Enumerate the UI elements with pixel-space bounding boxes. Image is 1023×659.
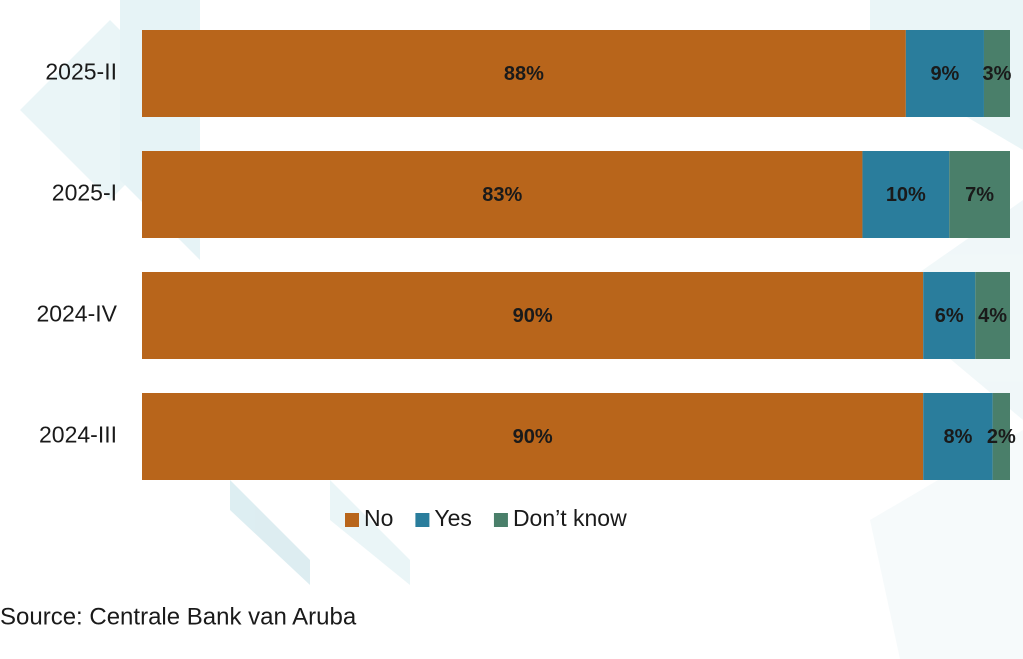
bar-segment bbox=[862, 151, 950, 238]
legend-label: No bbox=[364, 505, 393, 531]
data-label: 88% bbox=[504, 63, 544, 85]
bar-segment bbox=[905, 30, 984, 117]
bar-segment bbox=[142, 272, 924, 359]
legend-label: Don’t know bbox=[513, 505, 627, 531]
data-label: 4% bbox=[978, 305, 1007, 327]
bar-segment bbox=[983, 30, 1010, 117]
data-label: 7% bbox=[965, 184, 994, 206]
data-label: 10% bbox=[886, 184, 926, 206]
source-note: Source: Centrale Bank van Aruba bbox=[0, 603, 357, 630]
y-tick-label: 2025-I bbox=[52, 180, 117, 206]
data-label: 90% bbox=[513, 426, 553, 448]
y-tick-label: 2025-II bbox=[45, 59, 117, 85]
bar-segment bbox=[142, 393, 924, 480]
legend-swatch bbox=[415, 513, 430, 527]
data-label: 3% bbox=[983, 63, 1012, 85]
y-tick-label: 2024-IV bbox=[36, 301, 117, 327]
data-label: 2% bbox=[987, 426, 1016, 448]
legend-swatch bbox=[345, 513, 359, 527]
bar-segment bbox=[923, 393, 993, 480]
bar-segment bbox=[142, 151, 863, 238]
bar-segment bbox=[923, 272, 976, 359]
data-label: 6% bbox=[935, 305, 964, 327]
y-tick-label: 2024-III bbox=[39, 422, 117, 448]
data-label: 83% bbox=[482, 184, 522, 206]
legend-label: Yes bbox=[434, 505, 472, 531]
data-label: 8% bbox=[943, 426, 972, 448]
bar-segment bbox=[992, 393, 1010, 480]
legend-swatch bbox=[493, 513, 508, 527]
bar-segment bbox=[142, 30, 906, 117]
bar-segment bbox=[949, 151, 1010, 238]
bar-segment bbox=[975, 272, 1010, 359]
data-label: 90% bbox=[513, 305, 553, 327]
data-label: 9% bbox=[930, 63, 959, 85]
